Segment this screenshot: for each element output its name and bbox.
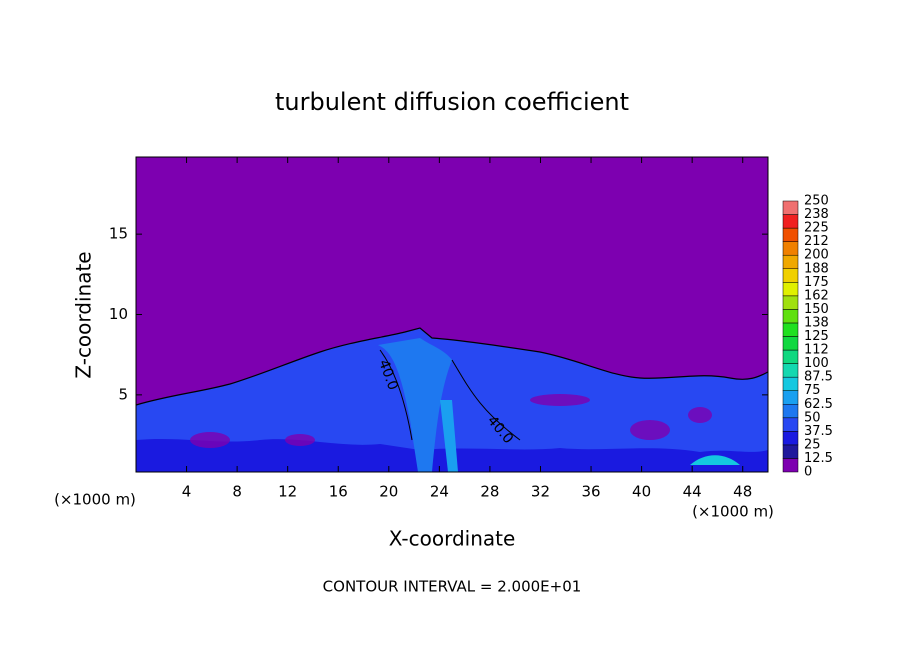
x-tick-label: 24 xyxy=(430,483,449,501)
y-unit: (×1000 m) xyxy=(54,491,136,509)
x-tick-label: 16 xyxy=(329,483,348,501)
field-region xyxy=(690,455,740,465)
x-unit: (×1000 m) xyxy=(692,503,774,521)
colorbar-label: 175 xyxy=(804,275,829,290)
colorbar-band xyxy=(782,214,799,229)
colorbar-band xyxy=(782,254,799,269)
x-tick-label: 32 xyxy=(531,483,550,501)
y-tick-label: 15 xyxy=(109,225,128,243)
y-tick-label: 10 xyxy=(109,305,128,323)
x-tick-label: 28 xyxy=(480,483,499,501)
colorbar-band xyxy=(782,322,799,337)
colorbar-label: 50 xyxy=(804,410,821,425)
x-tick-label: 40 xyxy=(632,483,651,501)
colorbar-label: 37.5 xyxy=(804,424,833,439)
colorbar-band xyxy=(782,444,799,459)
colorbar-label: 188 xyxy=(804,261,829,276)
colorbar-band xyxy=(782,404,799,419)
colorbar-label: 0 xyxy=(804,465,812,480)
colorbar-label: 162 xyxy=(804,288,829,303)
colorbar-band xyxy=(782,282,799,297)
field-region xyxy=(630,420,670,440)
colorbar-band xyxy=(782,227,799,242)
x-tick-label: 4 xyxy=(182,483,192,501)
colorbar-label: 238 xyxy=(804,207,829,222)
colorbar-band xyxy=(782,431,799,446)
colorbar-band xyxy=(782,200,799,215)
colorbar-band xyxy=(782,417,799,432)
contour-line xyxy=(379,349,521,441)
colorbar-label: 150 xyxy=(804,302,829,317)
x-tick-label: 44 xyxy=(683,483,702,501)
colorbar-band xyxy=(782,349,799,364)
colorbar-label: 87.5 xyxy=(804,370,833,385)
colorbar-band xyxy=(782,295,799,310)
colorbar-label: 75 xyxy=(804,383,821,398)
colorbar-label: 125 xyxy=(804,329,829,344)
colorbar-label: 62.5 xyxy=(804,397,833,412)
field-region xyxy=(190,432,230,448)
x-tick-label: 8 xyxy=(232,483,242,501)
x-tick-label: 12 xyxy=(278,483,297,501)
colorbar-label: 250 xyxy=(804,194,829,209)
colorbar-label: 200 xyxy=(804,248,829,263)
contour-field xyxy=(136,157,768,472)
contour-line xyxy=(136,327,768,406)
field-region xyxy=(530,394,590,406)
colorbar-band xyxy=(782,376,799,391)
field-region xyxy=(285,434,315,446)
colorbar-label: 25 xyxy=(804,437,821,452)
colorbar-band xyxy=(782,241,799,256)
colorbar-band xyxy=(782,336,799,351)
colorbar-band xyxy=(782,268,799,283)
colorbar-band xyxy=(782,458,799,473)
x-axis-label: X-coordinate xyxy=(389,527,516,551)
colorbar-label: 100 xyxy=(804,356,829,371)
x-tick-label: 36 xyxy=(581,483,600,501)
y-tick-label: 5 xyxy=(118,385,128,403)
chart-title: turbulent diffusion coefficient xyxy=(275,88,629,116)
colorbar-label: 225 xyxy=(804,221,829,236)
colorbar-label: 138 xyxy=(804,315,829,330)
colorbar-band xyxy=(782,390,799,405)
colorbar-label: 12.5 xyxy=(804,451,833,466)
colorbar-label: 212 xyxy=(804,234,829,249)
x-tick-label: 48 xyxy=(733,483,752,501)
contour-interval: CONTOUR INTERVAL = 2.000E+01 xyxy=(323,578,582,596)
x-tick-label: 20 xyxy=(379,483,398,501)
colorbar-label: 112 xyxy=(804,343,829,358)
field-region xyxy=(440,400,458,472)
y-axis-label: Z-coordinate xyxy=(72,251,96,378)
colorbar-band xyxy=(782,309,799,324)
colorbar-band xyxy=(782,363,799,378)
field-region xyxy=(378,338,452,472)
field-region xyxy=(688,407,712,423)
